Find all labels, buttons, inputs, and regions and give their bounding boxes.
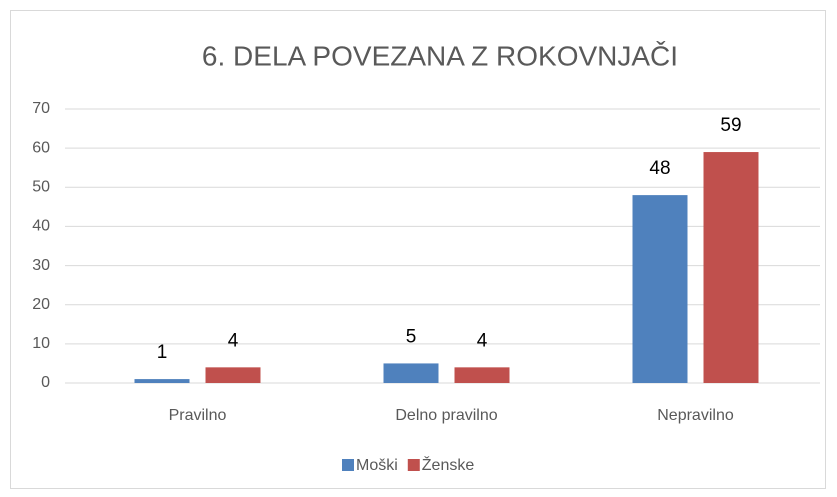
bar [205,367,261,383]
legend-swatch [407,459,420,471]
y-tick-label: 20 [32,296,50,313]
data-label: 4 [477,330,488,351]
y-tick-label: 0 [41,374,50,391]
chart-border [10,10,826,489]
bar [134,379,190,383]
data-label: 48 [649,158,670,179]
data-label: 59 [720,115,741,136]
y-tick-label: 10 [32,335,50,352]
x-tick-label: Nepravilno [657,407,734,424]
legend-label: Moški [356,457,398,474]
data-label: 4 [228,330,239,351]
data-label: 5 [406,326,417,347]
legend-label: Ženske [422,455,475,474]
y-tick-label: 70 [32,100,50,117]
bar [703,152,759,383]
bar [383,363,439,383]
y-tick-label: 40 [32,218,50,235]
chart-title: 6. DELA POVEZANA Z ROKOVNJAČI [202,40,678,71]
data-label: 1 [157,342,168,363]
legend-swatch [342,459,354,471]
bar [454,367,510,383]
x-tick-label: Delno pravilno [395,407,497,424]
y-tick-label: 50 [32,179,50,196]
x-tick-label: Pravilno [169,407,227,424]
y-tick-label: 30 [32,257,50,274]
y-tick-label: 60 [32,139,50,156]
bar [632,195,688,383]
